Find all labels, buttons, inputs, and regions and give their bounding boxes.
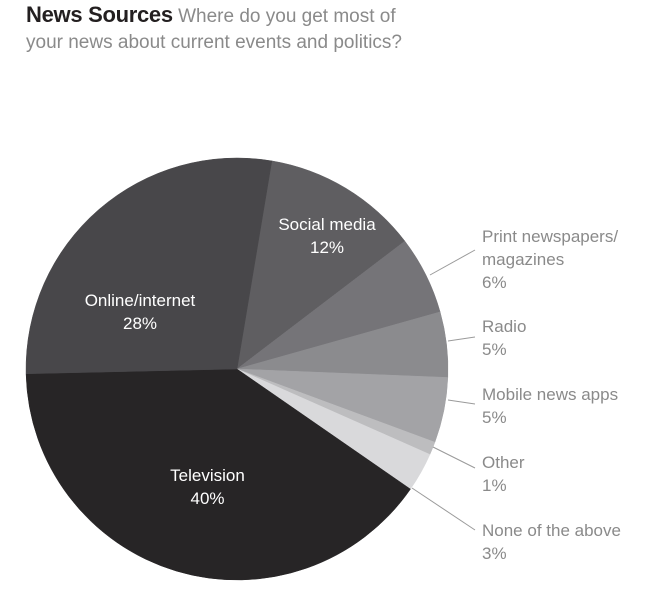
label-social-media: Social media 12% [262,213,392,259]
label-pct: 5% [482,408,507,427]
label-online-internet: Online/internet 28% [60,289,220,335]
label-name: Mobile news apps [482,385,619,404]
title-question: Where do you get most of your news about… [26,6,402,53]
label-name: Print newspapers/ [482,227,619,246]
label-pct: 28% [122,314,158,333]
chart-title: News Sources Where do you get most of yo… [26,2,406,56]
leader-line [411,487,476,531]
label-mobile: Mobile news apps 5% [482,383,618,429]
label-pct: 5% [482,340,507,359]
label-pct: 40% [190,489,225,508]
label-name: magazines [482,250,565,269]
leader-line [447,399,476,405]
label-television: Television 40% [140,464,275,510]
label-radio: Radio 5% [482,315,526,361]
label-pct: 6% [482,273,507,292]
label-name: Social media [278,215,376,234]
label-none: None of the above 3% [482,519,621,565]
pie-slice [25,157,273,375]
pie-slice [236,160,406,370]
label-print: Print newspapers/ magazines 6% [482,225,618,294]
label-name: Other [482,453,525,472]
label-name: Radio [482,317,527,336]
label-name: Television [170,466,245,485]
pie-slice [25,368,411,581]
label-pct: 3% [482,544,507,563]
label-name: Online/internet [84,291,196,310]
label-pct: 12% [309,238,345,257]
leader-line [432,446,476,469]
label-name: None of the above [482,521,621,540]
title-bold: News Sources [26,2,173,27]
leader-line [429,249,476,276]
label-pct: 1% [482,476,507,495]
leader-line [447,336,476,342]
label-other: Other 1% [482,451,525,497]
